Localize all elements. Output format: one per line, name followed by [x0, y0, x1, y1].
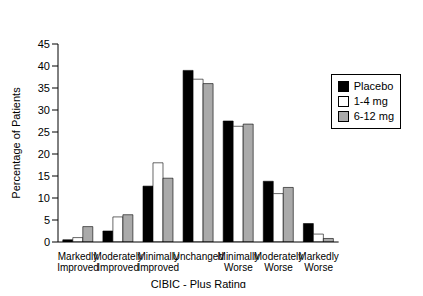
svg-text:35: 35 — [38, 82, 50, 94]
html-text:Placebo: Placebo — [353, 80, 394, 92]
svg-text:ModeratelyImproved: ModeratelyImproved — [93, 251, 142, 273]
svg-text:Unchanged: Unchanged — [173, 251, 224, 262]
svg-text:10: 10 — [38, 192, 50, 204]
html-text:Worse: Worse — [224, 262, 253, 273]
html-text:6-12 mg: 6-12 mg — [353, 110, 394, 122]
html-text:Improved: Improved — [137, 262, 180, 273]
svg-text:MarkedlyWorse: MarkedlyWorse — [298, 251, 339, 273]
svg-text:5: 5 — [44, 214, 50, 226]
svg-text:0: 0 — [44, 236, 50, 248]
html-text:Improved: Improved — [57, 262, 99, 273]
svg-text:40: 40 — [38, 60, 50, 72]
svg-text:25: 25 — [38, 126, 50, 138]
html-text:Markedly: Markedly — [57, 251, 99, 262]
svg-text:15: 15 — [38, 170, 50, 182]
html-text:Minimally: Minimally — [137, 251, 180, 262]
svg-text:30: 30 — [38, 104, 50, 116]
html-text:1-4 mg: 1-4 mg — [353, 95, 388, 107]
html-text:Minimally: Minimally — [217, 251, 260, 262]
svg-text:ModeratelyWorse: ModeratelyWorse — [254, 251, 303, 273]
svg-text:20: 20 — [38, 148, 50, 160]
svg-text:45: 45 — [38, 38, 50, 50]
svg-text:Percentage of Patients: Percentage of Patients — [10, 87, 22, 199]
svg-text:CIBIC - Plus Rating: CIBIC - Plus Rating — [151, 278, 246, 288]
